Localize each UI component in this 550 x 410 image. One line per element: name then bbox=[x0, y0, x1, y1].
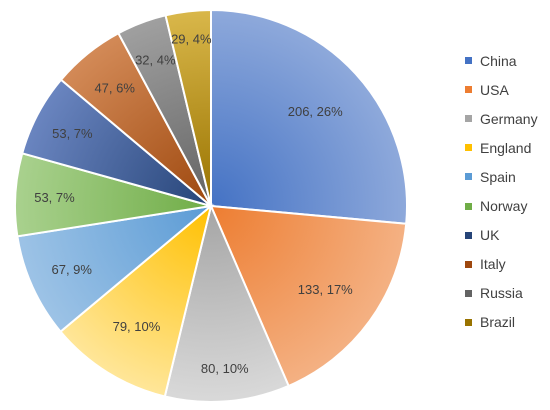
pie-slice-england bbox=[59, 203, 213, 398]
legend-label: England bbox=[480, 139, 532, 156]
legend-swatch bbox=[465, 231, 472, 239]
legend-label: Germany bbox=[480, 110, 538, 127]
chart-legend: China USA Germany England Spain Norway UK Italy… bbox=[465, 46, 547, 337]
legend-item-brazil: Brazil bbox=[465, 308, 547, 337]
pie-data-labels: 206, 26% 133, 17% 80, 10% 79, 10% 67, 9% 53, … bbox=[34, 32, 353, 377]
legend-label: UK bbox=[480, 227, 500, 244]
data-label-uk: 53, 7% bbox=[52, 126, 93, 141]
legend-label: Brazil bbox=[480, 314, 516, 331]
pie-slice-usa bbox=[209, 204, 408, 388]
legend-swatch bbox=[465, 115, 472, 123]
pie-slice-germany bbox=[163, 202, 290, 403]
data-label-usa: 133, 17% bbox=[298, 282, 353, 297]
legend-swatch bbox=[465, 173, 472, 181]
legend-swatch bbox=[465, 86, 472, 94]
legend-swatch bbox=[465, 144, 472, 152]
data-label-china: 206, 26% bbox=[288, 104, 343, 119]
legend-item-spain: Spain bbox=[465, 162, 547, 191]
pie-slices bbox=[14, 8, 408, 403]
legend-swatch bbox=[465, 57, 472, 65]
legend-item-russia: Russia bbox=[465, 279, 547, 308]
legend-label: USA bbox=[480, 81, 509, 98]
pie-slice-china bbox=[210, 8, 408, 225]
data-label-germany: 80, 10% bbox=[201, 361, 249, 376]
pie-slice-brazil bbox=[164, 8, 212, 207]
legend-item-norway: Norway bbox=[465, 191, 547, 220]
legend-item-uk: UK bbox=[465, 221, 547, 250]
legend-swatch bbox=[465, 318, 472, 326]
legend-item-italy: Italy bbox=[465, 250, 547, 279]
data-label-norway: 53, 7% bbox=[34, 190, 75, 205]
legend-swatch bbox=[465, 202, 472, 210]
legend-item-germany: Germany bbox=[465, 104, 547, 133]
legend-item-china: China bbox=[465, 46, 547, 75]
legend-swatch bbox=[465, 260, 472, 268]
legend-label: Norway bbox=[480, 198, 528, 215]
data-label-spain: 67, 9% bbox=[52, 262, 93, 277]
pie-slice-spain bbox=[16, 204, 215, 334]
data-label-italy: 47, 6% bbox=[94, 80, 135, 95]
legend-label: Russia bbox=[480, 285, 523, 302]
data-label-england: 79, 10% bbox=[113, 319, 161, 334]
legend-item-england: England bbox=[465, 133, 547, 162]
legend-label: Italy bbox=[480, 256, 506, 273]
legend-label: Spain bbox=[480, 168, 516, 185]
legend-swatch bbox=[465, 289, 472, 297]
data-label-russia: 32, 4% bbox=[135, 52, 176, 67]
legend-item-usa: USA bbox=[465, 75, 547, 104]
legend-label: China bbox=[480, 52, 517, 69]
data-label-brazil: 29, 4% bbox=[171, 32, 212, 47]
